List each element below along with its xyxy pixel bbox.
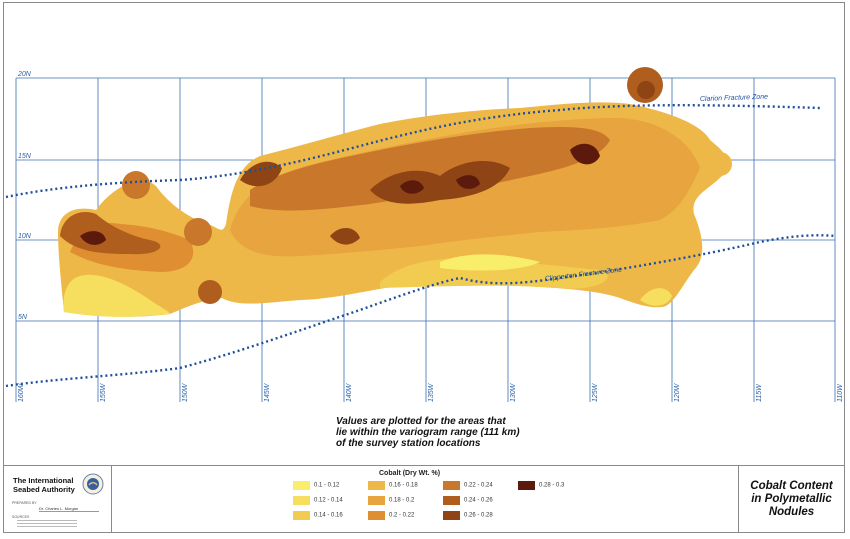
- lon-label-110w: 110W: [837, 383, 844, 402]
- surface-patch-130w-max: [456, 175, 480, 189]
- map-frame: [3, 2, 845, 533]
- variogram-note: Values are plotted for the areas that li…: [300, 416, 580, 449]
- surface-patch-145w: [240, 161, 282, 187]
- lat-label-5n: 5N: [18, 314, 28, 321]
- legend-item: 0.12 - 0.14: [293, 496, 373, 507]
- legend-label: 0.22 - 0.24: [464, 482, 493, 489]
- org-name-line-1: The International: [13, 476, 74, 485]
- legend-swatch: [293, 496, 310, 505]
- lon-label-155w: 155W: [100, 382, 107, 402]
- lon-labels: 160W 155W 150W 145W 140W 135W 130W 125W …: [18, 382, 844, 402]
- legend-item: 0.16 - 0.18: [368, 481, 448, 492]
- lon-label-160w: 160W: [18, 382, 25, 402]
- legend-label: 0.16 - 0.18: [389, 482, 418, 489]
- legend-label: 0.28 - 0.3: [539, 482, 565, 489]
- clarion-fracture-zone: [5, 104, 821, 199]
- surface-patch-135w-max: [400, 180, 424, 194]
- isa-credit-block: The International Seabed Authority PREPA…: [3, 466, 112, 533]
- surface-west-dark: [60, 212, 161, 255]
- org-name-line-2: Seabed Authority: [13, 485, 75, 494]
- surface-blob-150w: [184, 218, 212, 246]
- legend-label: 0.2 - 0.22: [389, 512, 415, 519]
- legend-item: 0.14 - 0.16: [293, 511, 373, 522]
- title-line-3: Nodules: [768, 506, 815, 518]
- legend-label: 0.26 - 0.28: [464, 512, 493, 519]
- legend-item: 0.2 - 0.22: [368, 511, 448, 522]
- legend-swatch: [443, 511, 460, 520]
- lon-label-120w: 120W: [674, 382, 681, 402]
- lat-label-15n: 15N: [18, 153, 32, 160]
- lon-label-115w: 115W: [756, 383, 763, 402]
- surface-south-west-light: [63, 274, 170, 317]
- lat-label-10n: 10N: [18, 233, 32, 240]
- surface-southeast-light: [640, 288, 672, 306]
- title-line-1: Cobalt Content: [750, 480, 833, 492]
- legend-item: 0.22 - 0.24: [443, 481, 523, 492]
- legend-swatch: [293, 481, 310, 490]
- legend-item: 0.28 - 0.3: [518, 481, 598, 492]
- lon-label-130w: 130W: [510, 382, 517, 402]
- surface-south-yellow: [440, 254, 540, 271]
- legend-item: 0.18 - 0.2: [368, 496, 448, 507]
- legend-swatch: [443, 496, 460, 505]
- legend-swatch: [368, 496, 385, 505]
- surface-patch-140w: [330, 227, 360, 245]
- legend-label: 0.18 - 0.2: [389, 497, 415, 504]
- note-line-3: of the survey station locations: [336, 438, 481, 449]
- legend-item: 0.24 - 0.26: [443, 496, 523, 507]
- title-line-2: in Polymetallic: [751, 493, 832, 505]
- org-name: The International Seabed Authority: [13, 476, 75, 494]
- prepared-by-label: PREPARED BY: [12, 501, 37, 505]
- source-line: [17, 520, 77, 521]
- surface-south-central-light: [380, 258, 608, 289]
- source-line: [17, 523, 77, 524]
- legend-label: 0.24 - 0.26: [464, 497, 493, 504]
- legend-swatch: [518, 481, 535, 490]
- surface-patch-central-darker: [370, 161, 510, 204]
- lon-label-150w: 150W: [182, 382, 189, 402]
- clipperton-fracture-zone: [5, 234, 836, 388]
- surface-patch-155w-max: [80, 231, 106, 245]
- surface-blob-south: [198, 280, 222, 304]
- legend-label: 0.1 - 0.12: [314, 482, 340, 489]
- surface-blob-east: [708, 152, 732, 176]
- legend-swatch: [293, 511, 310, 520]
- author-name: Dr. Charles L. Morgan: [39, 506, 99, 512]
- legend-swatch: [443, 481, 460, 490]
- surface-core-dark: [250, 127, 610, 211]
- legend-label: 0.14 - 0.16: [314, 512, 343, 519]
- note-line-1: Values are plotted for the areas that: [336, 416, 506, 427]
- lon-label-140w: 140W: [346, 382, 353, 402]
- note-line-2: lie within the variogram range (111 km): [336, 427, 520, 438]
- surface-patch-125w-max: [570, 143, 600, 165]
- lon-label-145w: 145W: [264, 382, 271, 402]
- surface-blob-north-core: [637, 81, 655, 99]
- source-line: [17, 526, 77, 527]
- map-footer: The International Seabed Authority PREPA…: [3, 465, 845, 533]
- cobalt-map: Clarion Fracture Zone Clipperton Fractur…: [5, 67, 844, 402]
- cobalt-surface: [58, 67, 732, 317]
- legend-title: Cobalt (Dry Wt. %): [379, 470, 441, 477]
- lon-label-135w: 135W: [428, 382, 435, 402]
- isa-emblem-icon: [82, 473, 104, 495]
- lat-labels: 20N 15N 10N 5N: [17, 71, 32, 321]
- legend-item: 0.26 - 0.28: [443, 511, 523, 522]
- map-title: Cobalt Content in Polymetallic Nodules: [750, 480, 832, 519]
- sources-label: SOURCES: [12, 515, 30, 519]
- surface-blob-153w: [122, 171, 150, 199]
- map-title-box: Cobalt Content in Polymetallic Nodules: [738, 466, 844, 533]
- clarion-label: Clarion Fracture Zone: [700, 94, 768, 103]
- lat-label-20n: 20N: [17, 71, 32, 78]
- sources-lines: [17, 520, 77, 529]
- legend-swatch: [368, 511, 385, 520]
- legend-label: 0.12 - 0.14: [314, 497, 343, 504]
- lon-label-125w: 125W: [592, 382, 599, 402]
- legend-swatch: [368, 481, 385, 490]
- legend-item: 0.1 - 0.12: [293, 481, 373, 492]
